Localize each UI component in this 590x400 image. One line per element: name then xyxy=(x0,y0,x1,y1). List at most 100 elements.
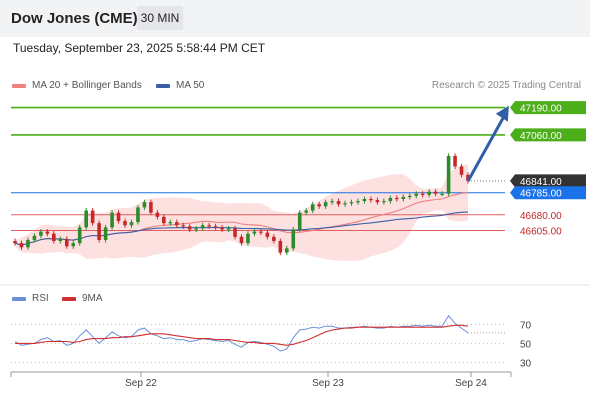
candle-body xyxy=(310,204,315,211)
candle-body xyxy=(13,241,17,244)
candle-body xyxy=(272,236,276,242)
rsi-label: RSI xyxy=(32,293,49,304)
rsi-level-label-0: 70 xyxy=(520,320,532,331)
candle-body xyxy=(375,200,380,203)
ma20-swatch xyxy=(12,83,26,88)
candle-body xyxy=(64,238,69,247)
level-tag-bg-1 xyxy=(510,128,586,142)
candle-body xyxy=(336,201,341,205)
candle-body xyxy=(162,216,166,224)
candle-body xyxy=(90,210,95,224)
candle-body xyxy=(285,248,289,253)
rsi-swatch xyxy=(12,296,26,301)
level-tag-bg-0 xyxy=(510,101,586,115)
candle-body xyxy=(19,243,24,248)
forecast-arrow-head xyxy=(495,105,509,122)
candle-body xyxy=(142,202,147,208)
candle-body xyxy=(52,233,56,242)
candle-body xyxy=(323,202,328,207)
candle-body xyxy=(401,196,406,200)
candle-body xyxy=(45,231,50,234)
candle-body xyxy=(32,235,37,240)
candle-body xyxy=(77,227,82,244)
candle-body xyxy=(291,229,296,249)
candle-body xyxy=(103,227,108,240)
candle-body xyxy=(149,202,153,213)
legend-ma50: MA 50 xyxy=(156,80,204,91)
candle-body xyxy=(136,207,140,223)
candle-body xyxy=(317,204,321,207)
candle-body xyxy=(459,166,464,175)
x-tick-label-1: Sep 23 xyxy=(312,378,344,389)
rsi-ma-line xyxy=(15,324,469,346)
ma50-line xyxy=(14,211,469,246)
candle-body xyxy=(265,232,270,237)
candle-body xyxy=(304,210,309,213)
header-bar: Dow Jones (CME) 30 MIN xyxy=(0,0,590,37)
candle-body xyxy=(427,191,431,195)
level-tag-bg-3 xyxy=(510,186,586,200)
legend-rsi: RSI xyxy=(12,293,49,304)
level-tag-0: 47190.00 xyxy=(510,101,586,115)
ma9-swatch xyxy=(62,296,76,301)
candle-body xyxy=(330,201,334,203)
candle-body xyxy=(194,228,198,230)
candle-body xyxy=(110,212,114,228)
candle-body xyxy=(446,155,451,194)
candle-body xyxy=(362,199,367,202)
credit: Research © 2025 Trading Central xyxy=(431,80,581,91)
candle-body xyxy=(58,238,63,242)
instrument-title: Dow Jones (CME) xyxy=(11,10,138,27)
candle-body xyxy=(433,191,438,194)
candle-body xyxy=(453,155,457,167)
candle-body xyxy=(388,197,393,202)
rsi-level-label-2: 30 xyxy=(520,358,532,369)
candle-body xyxy=(39,231,43,236)
candle-body xyxy=(97,223,101,240)
candle-body xyxy=(116,212,121,222)
candle-body xyxy=(420,193,425,195)
ma50-swatch xyxy=(156,83,170,88)
candle-body xyxy=(213,226,218,228)
candle-body xyxy=(239,236,244,244)
ma9-label: 9MA xyxy=(82,293,103,304)
candle-body xyxy=(155,212,160,217)
candle-body xyxy=(168,222,173,224)
candle-body xyxy=(407,195,412,198)
candle-body xyxy=(207,225,211,227)
level-label-3: 46785.00 xyxy=(520,189,562,200)
candle-body xyxy=(123,221,127,226)
legend-9ma: 9MA xyxy=(62,293,103,304)
candle-body xyxy=(369,199,373,201)
level-label-4: 46680.00 xyxy=(520,211,562,222)
bollinger-band xyxy=(15,164,468,261)
level-label-0: 47190.00 xyxy=(520,104,562,115)
candle-body xyxy=(297,212,302,230)
level-label-5: 46605.00 xyxy=(520,227,562,238)
level-label-2: 46841.00 xyxy=(520,177,562,188)
x-tick-label-2: Sep 24 xyxy=(455,378,487,389)
candle-body xyxy=(259,231,263,233)
legend-ma20: MA 20 + Bollinger Bands xyxy=(12,80,142,91)
candle-body xyxy=(233,228,237,237)
candle-body xyxy=(349,202,354,204)
rsi-level-label-1: 50 xyxy=(520,339,532,350)
candle-body xyxy=(252,231,257,234)
candle-body xyxy=(174,222,179,226)
rsi-line xyxy=(14,314,469,352)
candle-body xyxy=(382,201,386,203)
level-tag-bg-2 xyxy=(510,174,586,188)
timestamp: Tuesday, September 23, 2025 5:58:44 PM C… xyxy=(13,41,266,55)
candle-body xyxy=(187,226,192,230)
candle-body xyxy=(71,243,76,247)
level-label-1: 47060.00 xyxy=(520,131,562,142)
ma50-label: MA 50 xyxy=(176,80,205,91)
candle-body xyxy=(129,222,134,226)
candle-body xyxy=(414,193,419,196)
ma20-label: MA 20 + Bollinger Bands xyxy=(32,80,142,91)
timeframe-button[interactable]: 30 MIN xyxy=(137,6,183,30)
level-tag-1: 47060.00 xyxy=(510,128,586,142)
candle-body xyxy=(181,225,186,227)
candle-body xyxy=(395,197,399,200)
